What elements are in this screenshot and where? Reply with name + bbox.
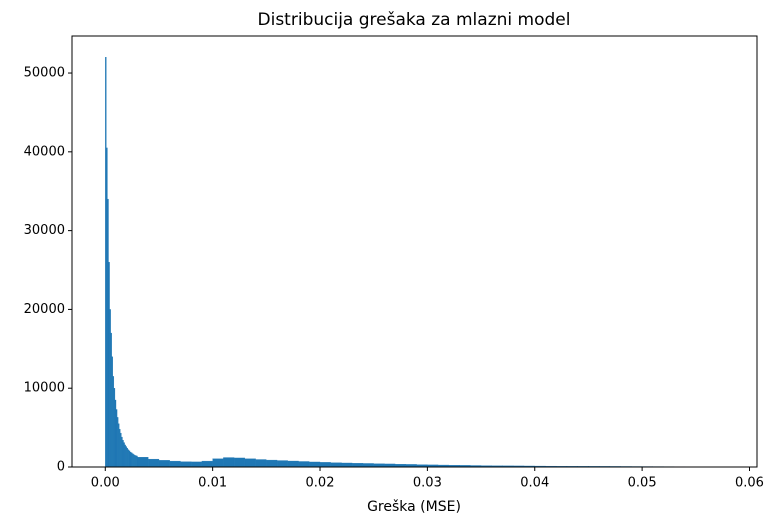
axes-frame [71,35,758,468]
bar [109,309,111,468]
bar [110,332,112,468]
bar [319,462,331,468]
bar [287,460,299,468]
bar [136,455,138,468]
bar [244,458,256,468]
bar [124,444,126,468]
bar [309,461,321,468]
bar [115,409,118,468]
bar [223,457,235,468]
bar [212,458,224,468]
bar [276,460,288,468]
bar [119,429,121,468]
bar [116,417,119,468]
y-tick-label: 50000 [24,66,65,81]
bar [201,460,213,468]
bar [255,459,267,468]
bar [125,446,127,468]
x-tick-label: 0.03 [413,476,442,491]
bar [130,452,133,468]
bar [129,451,132,468]
bar [148,458,160,468]
bar [131,453,134,468]
y-tick-label: 10000 [24,381,65,396]
y-tick-label: 20000 [24,302,65,317]
bar [108,261,110,468]
bar [134,455,136,468]
x-tick-label: 0.02 [306,476,335,491]
bar [111,356,113,468]
bar [118,423,120,468]
bar [352,463,364,468]
bar [107,198,109,468]
bar [341,462,353,468]
chart-title: Distribucija grešaka za mlazni model [258,10,571,30]
bar [122,440,124,468]
bar [135,455,137,468]
x-tick-label: 0.04 [520,476,549,491]
bar [133,454,135,468]
bar [114,399,117,468]
y-tick-label: 30000 [24,223,65,238]
bar [126,447,128,468]
bar [169,460,181,468]
bar [330,462,342,468]
y-tick-label: 0 [57,460,65,475]
bar [233,457,246,468]
bar [113,388,116,468]
y-tick-label: 40000 [24,144,65,159]
x-axis-label: Greška (MSE) [367,499,461,515]
bar [191,461,203,468]
bar [362,463,374,468]
bar [127,449,130,468]
bar [128,450,131,468]
x-tick-label: 0.05 [628,476,657,491]
bar [137,457,149,468]
bar [105,57,107,468]
x-tick-label: 0.01 [198,476,227,491]
bar [106,147,108,468]
bar [180,461,192,468]
bar [266,459,278,468]
bar [121,436,123,468]
bar [112,376,115,468]
x-tick-label: 0.00 [91,476,120,491]
bar [298,461,310,468]
x-tick-label: 0.06 [735,476,764,491]
bar [120,432,122,468]
bar [123,442,125,468]
bar [158,460,170,468]
